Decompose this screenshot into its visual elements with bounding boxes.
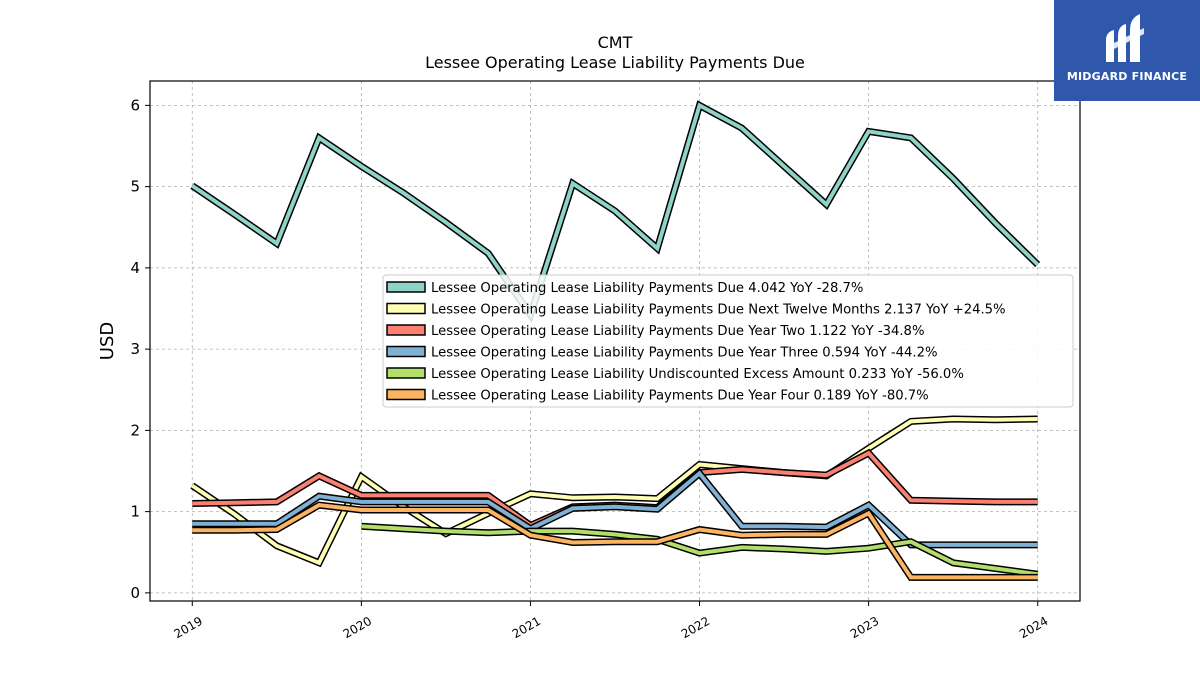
x-tick-label: 2021 bbox=[510, 614, 543, 641]
legend-label: Lessee Operating Lease Liability Payment… bbox=[431, 346, 938, 361]
y-tick-label: 6 bbox=[130, 96, 140, 114]
x-tick-label: 2022 bbox=[679, 614, 712, 641]
series-line-4 bbox=[192, 470, 1038, 547]
chart-title: CMT bbox=[598, 33, 633, 52]
legend-swatch bbox=[386, 345, 426, 358]
legend-swatch bbox=[386, 367, 426, 379]
legend-swatch bbox=[386, 302, 426, 315]
series-line-6 bbox=[192, 503, 1038, 580]
y-tick-label: 2 bbox=[130, 421, 140, 439]
y-tick-label: 3 bbox=[130, 340, 140, 358]
legend-swatch bbox=[386, 388, 426, 401]
chart-subtitle: Lessee Operating Lease Liability Payment… bbox=[425, 53, 805, 72]
series-lines bbox=[190, 100, 1041, 581]
legend-label: Lessee Operating Lease Liability Undisco… bbox=[431, 367, 964, 382]
y-tick-label: 0 bbox=[130, 584, 140, 602]
brand-logo: MIDGARD FINANCE bbox=[1054, 0, 1200, 101]
y-tick-label: 4 bbox=[130, 259, 140, 277]
y-axis-label: USD bbox=[97, 322, 118, 360]
series-line-5 bbox=[361, 524, 1038, 577]
series-line-3 bbox=[192, 450, 1038, 528]
series-outline-3 bbox=[192, 448, 1038, 530]
plot-frame bbox=[149, 80, 1081, 602]
logo-brand-text: MIDGARD FINANCE bbox=[1066, 70, 1188, 83]
legend-label: Lessee Operating Lease Liability Payment… bbox=[431, 389, 929, 404]
legend-label: Lessee Operating Lease Liability Payment… bbox=[431, 303, 1006, 318]
x-tick-label: 2024 bbox=[1017, 614, 1050, 641]
legend-label: Lessee Operating Lease Liability Payment… bbox=[431, 324, 924, 339]
legend-box bbox=[382, 274, 1074, 408]
y-tick-label: 5 bbox=[130, 178, 140, 196]
x-tick-label: 2019 bbox=[172, 614, 205, 641]
legend-swatch bbox=[386, 281, 426, 293]
series-line-1 bbox=[191, 102, 1040, 320]
legend-swatch bbox=[386, 324, 426, 336]
x-tick-label: 2023 bbox=[848, 614, 881, 641]
logo-mark-icon bbox=[1106, 14, 1144, 62]
legend-label: Lessee Operating Lease Liability Payment… bbox=[431, 281, 863, 296]
y-tick-label: 1 bbox=[130, 503, 140, 521]
legend: Lessee Operating Lease Liability Payment… bbox=[382, 274, 1074, 408]
x-tick-label: 2020 bbox=[341, 614, 374, 641]
series-line-2 bbox=[191, 416, 1038, 566]
